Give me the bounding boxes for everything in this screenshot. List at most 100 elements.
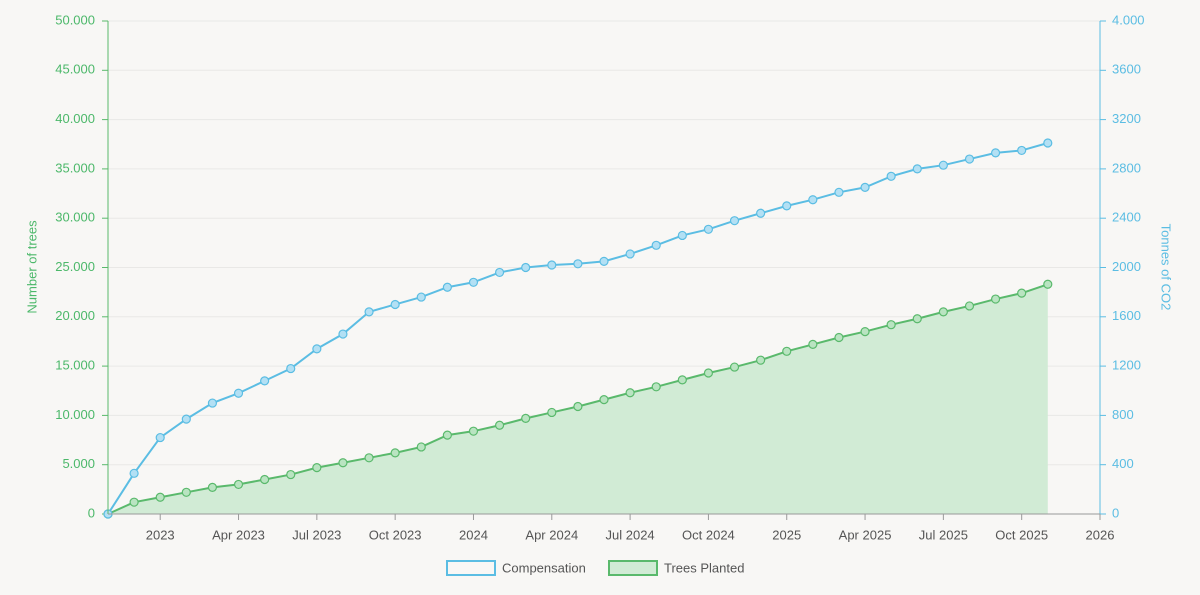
legend-swatch[interactable] [446, 560, 496, 576]
point [260, 376, 270, 386]
point [912, 164, 922, 174]
y2-tick-label: 1600 [1112, 308, 1141, 323]
point [860, 182, 870, 192]
point [155, 492, 165, 502]
point [416, 292, 426, 302]
x-tick-label: 2024 [459, 527, 488, 542]
legend-label[interactable]: Compensation [502, 560, 586, 575]
point [599, 395, 609, 405]
y-tick-label: 0 [88, 505, 95, 520]
point [756, 208, 766, 218]
point [573, 259, 583, 269]
point [286, 363, 296, 374]
point [651, 382, 661, 392]
point [468, 277, 479, 287]
point [834, 332, 844, 343]
y2-tick-label: 2000 [1112, 259, 1141, 274]
y-tick-label: 25.000 [55, 259, 95, 274]
point [521, 262, 531, 273]
point [886, 171, 896, 181]
point [547, 260, 557, 270]
x-tick-label: Jul 2024 [606, 527, 655, 542]
point [494, 420, 505, 430]
point [155, 432, 165, 443]
x-tick-label: 2026 [1086, 527, 1115, 542]
point [990, 148, 1001, 158]
legend-swatch[interactable] [608, 560, 658, 576]
point [207, 482, 218, 492]
point [808, 195, 818, 205]
point [886, 320, 896, 330]
point [468, 426, 479, 436]
x-tick-label: Oct 2025 [995, 527, 1048, 542]
y2-tick-label: 3600 [1112, 62, 1141, 77]
point [860, 326, 870, 337]
point [286, 469, 296, 480]
point [703, 224, 714, 234]
x-tick-label: Jul 2023 [292, 527, 341, 542]
y2-tick-label: 2800 [1112, 160, 1141, 175]
point [677, 375, 687, 385]
point [181, 487, 191, 497]
point [312, 463, 322, 473]
point [338, 458, 348, 468]
x-tick-label: Jul 2025 [919, 527, 968, 542]
x-tick-label: Oct 2024 [682, 527, 735, 542]
area [108, 284, 1048, 514]
y-tick-label: 35.000 [55, 160, 95, 175]
point [1043, 279, 1053, 289]
point [729, 216, 740, 226]
x-tick-label: 2023 [146, 527, 175, 542]
point [129, 497, 139, 507]
y2-tick-label: 800 [1112, 407, 1134, 422]
point [521, 413, 531, 423]
y2-tick-label: 2400 [1112, 210, 1141, 225]
point [390, 299, 400, 310]
x-tick-label: Apr 2025 [839, 527, 892, 542]
point [494, 267, 505, 278]
point [233, 388, 244, 398]
point [1043, 138, 1053, 148]
point [990, 294, 1001, 304]
point [729, 362, 740, 372]
y2-axis-title: Tonnes of CO2 [1159, 224, 1174, 311]
y-tick-label: 30.000 [55, 210, 95, 225]
point [1017, 288, 1027, 298]
point [1017, 145, 1027, 156]
y-axis-title: Number of trees [24, 220, 39, 314]
y2-tick-label: 4.000 [1112, 12, 1145, 27]
point [625, 388, 635, 398]
y-tick-label: 45.000 [55, 62, 95, 77]
point [573, 401, 583, 412]
y-tick-label: 50.000 [55, 12, 95, 27]
point [233, 479, 244, 490]
y-tick-label: 15.000 [55, 358, 95, 373]
point [651, 240, 661, 250]
point [703, 368, 714, 378]
point [338, 329, 348, 339]
x-tick-label: Apr 2024 [525, 527, 578, 542]
y-tick-label: 20.000 [55, 308, 95, 323]
point [782, 201, 792, 211]
y2-tick-label: 1200 [1112, 358, 1141, 373]
point [260, 474, 270, 485]
point [938, 160, 948, 170]
x-tick-label: Apr 2023 [212, 527, 265, 542]
point [364, 453, 374, 463]
point [312, 344, 322, 354]
point [912, 314, 922, 324]
point [599, 256, 609, 266]
y-tick-label: 10.000 [55, 407, 95, 422]
point [964, 154, 975, 164]
point [625, 249, 635, 259]
legend-label[interactable]: Trees Planted [664, 560, 744, 575]
point [808, 339, 818, 350]
point [442, 282, 452, 292]
point [442, 430, 452, 440]
x-tick-label: 2025 [772, 527, 801, 542]
y2-tick-label: 0 [1112, 505, 1119, 520]
point [782, 346, 792, 356]
point [207, 398, 218, 408]
x-tick-label: Oct 2023 [369, 527, 422, 542]
